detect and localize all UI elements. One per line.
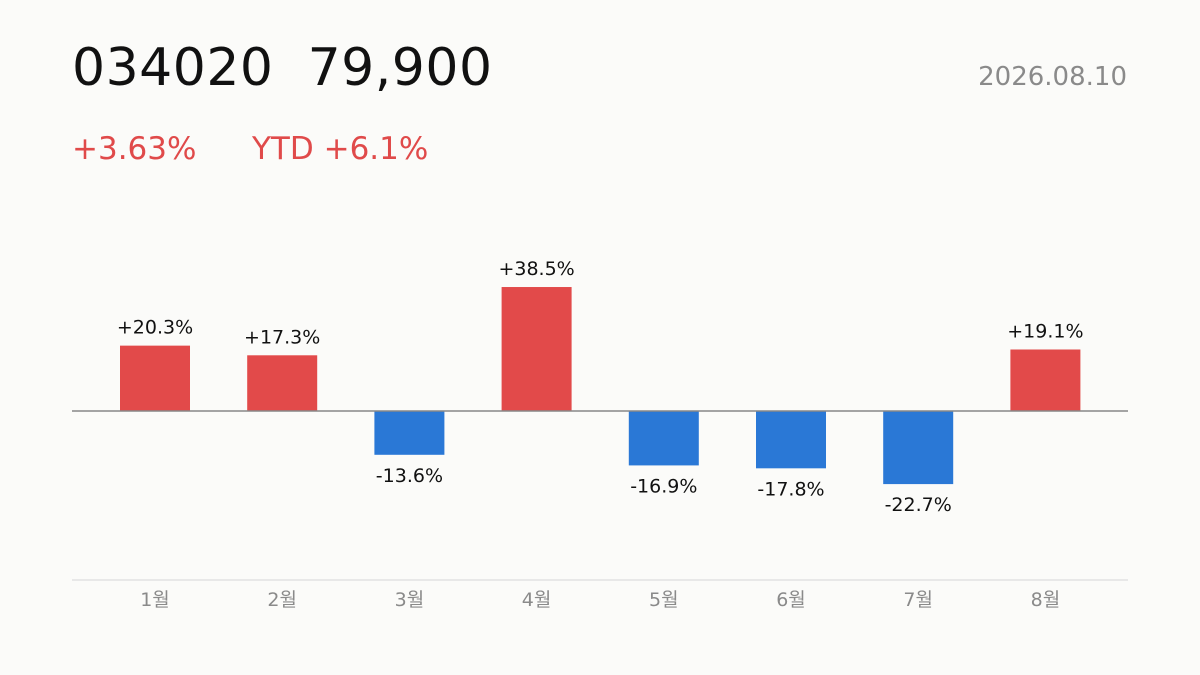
bar-5 bbox=[629, 411, 699, 465]
bar-6 bbox=[756, 411, 826, 468]
x-tick-7: 7월 bbox=[903, 589, 933, 611]
data-label-1: +20.3% bbox=[117, 317, 193, 339]
x-tick-5: 5월 bbox=[649, 589, 679, 611]
x-tick-1: 1월 bbox=[140, 589, 170, 611]
data-label-2: +17.3% bbox=[244, 326, 320, 348]
x-tick-2: 2월 bbox=[267, 589, 297, 611]
bar-3 bbox=[374, 411, 444, 455]
bar-2 bbox=[247, 355, 317, 411]
bar-4 bbox=[502, 287, 572, 411]
x-tick-4: 4월 bbox=[522, 589, 552, 611]
data-label-4: +38.5% bbox=[498, 258, 574, 280]
x-tick-3: 3월 bbox=[395, 589, 425, 611]
bar-7 bbox=[883, 411, 953, 484]
data-label-5: -16.9% bbox=[630, 475, 697, 497]
data-label-7: -22.7% bbox=[885, 494, 952, 516]
data-label-6: -17.8% bbox=[757, 478, 824, 500]
bar-8 bbox=[1010, 349, 1080, 411]
data-label-3: -13.6% bbox=[376, 465, 443, 487]
x-tick-8: 8월 bbox=[1031, 589, 1061, 611]
data-label-8: +19.1% bbox=[1007, 320, 1083, 342]
bar-1 bbox=[120, 346, 190, 411]
x-tick-6: 6월 bbox=[776, 589, 806, 611]
